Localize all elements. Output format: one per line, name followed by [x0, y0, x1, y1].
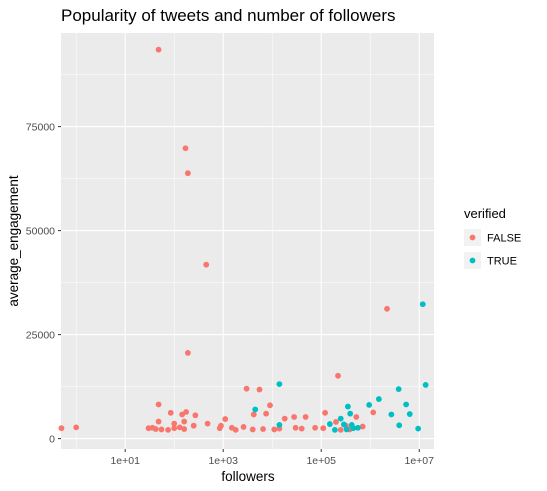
legend-entries: FALSE TRUE — [464, 229, 521, 269]
data-point-false — [320, 425, 327, 432]
data-point-true — [388, 411, 395, 418]
y-tick-label: 25000 — [26, 329, 55, 341]
data-point-false — [335, 372, 341, 379]
data-point-true — [419, 301, 426, 308]
data-point-false — [183, 409, 190, 415]
data-point-false — [240, 424, 247, 430]
data-point-false — [281, 415, 288, 422]
data-point-true — [415, 425, 422, 432]
data-point-false — [337, 426, 344, 433]
data-point-true — [276, 381, 283, 388]
data-point-false — [176, 424, 183, 431]
chart-title: Popularity of tweets and number of follo… — [61, 6, 396, 25]
data-point-false — [171, 425, 178, 432]
x-tick-labels: 1e+01 1e+03 1e+05 1e+07 — [110, 455, 434, 467]
data-point-false — [249, 426, 256, 433]
data-point-false — [190, 422, 197, 429]
data-point-false — [155, 46, 162, 53]
data-point-false — [384, 305, 390, 312]
data-point-true — [366, 402, 373, 408]
data-point-false — [260, 426, 266, 432]
x-tick-label: 1e+05 — [306, 455, 336, 467]
data-point-true — [340, 421, 347, 428]
x-tick-label: 1e+01 — [110, 455, 140, 467]
data-point-false — [353, 414, 360, 420]
plot-panel — [61, 33, 434, 449]
data-point-true — [422, 382, 429, 388]
y-tick-label: 0 — [49, 433, 55, 445]
data-point-false — [263, 410, 269, 417]
data-point-false — [155, 401, 162, 408]
data-point-false — [291, 414, 298, 420]
data-point-false — [298, 425, 305, 432]
y-tick-labels: 0 25000 50000 75000 — [26, 121, 55, 445]
data-point-false — [292, 424, 299, 431]
data-point-true — [252, 406, 259, 413]
data-point-true — [354, 424, 361, 431]
data-point-true — [375, 396, 382, 402]
legend-title: verified — [464, 206, 506, 221]
data-point-true — [276, 421, 283, 428]
x-tick-label: 1e+07 — [404, 455, 434, 467]
data-point-false — [204, 420, 211, 427]
data-point-false — [155, 418, 162, 425]
data-point-false — [181, 418, 188, 425]
axis-ticks — [58, 126, 420, 452]
data-point-false — [256, 386, 263, 393]
y-axis-title: average_engagement — [6, 175, 21, 307]
data-point-false — [243, 385, 250, 392]
legend-swatch-false — [469, 234, 476, 241]
data-point-true — [350, 425, 357, 432]
data-point-false — [302, 414, 309, 420]
data-point-false — [333, 419, 339, 425]
data-point-false — [171, 420, 178, 427]
x-tick-label: 1e+03 — [208, 455, 238, 467]
data-point-false — [167, 409, 174, 416]
data-point-false — [222, 416, 229, 422]
data-point-true — [344, 403, 351, 410]
data-point-false — [182, 145, 189, 152]
data-point-false — [370, 409, 377, 416]
data-points — [58, 46, 429, 433]
data-point-true — [403, 401, 410, 408]
y-tick-label: 75000 — [26, 121, 55, 133]
data-point-true — [347, 410, 354, 417]
data-point-false — [203, 261, 210, 268]
data-point-false — [271, 426, 278, 433]
data-point-false — [312, 424, 319, 431]
data-point-true — [406, 411, 413, 417]
legend-swatch-true — [469, 257, 476, 264]
data-point-true — [395, 386, 402, 392]
legend: verified FALSE TRUE — [464, 206, 521, 269]
data-point-false — [250, 411, 257, 418]
minor-gridlines — [61, 33, 434, 449]
data-point-false — [158, 426, 165, 433]
data-point-false — [216, 425, 223, 432]
data-point-false — [152, 426, 159, 432]
data-point-true — [343, 426, 350, 433]
data-point-false — [184, 350, 191, 356]
data-point-false — [181, 426, 188, 432]
major-gridlines — [61, 33, 434, 449]
data-point-false — [58, 425, 65, 432]
data-point-false — [322, 409, 329, 416]
data-point-false — [267, 402, 273, 409]
data-point-true — [331, 426, 338, 433]
data-point-false — [184, 170, 191, 177]
legend-label-true: TRUE — [487, 256, 517, 268]
y-tick-label: 50000 — [26, 225, 55, 237]
data-point-false — [165, 426, 171, 433]
data-point-false — [232, 426, 239, 433]
data-point-false — [192, 412, 199, 419]
x-axis-title: followers — [221, 469, 275, 484]
data-point-true — [337, 415, 344, 422]
data-point-false — [73, 424, 80, 431]
data-point-false — [359, 423, 366, 430]
data-point-true — [396, 422, 403, 429]
legend-label-false: FALSE — [487, 233, 521, 245]
data-point-true — [326, 421, 333, 427]
